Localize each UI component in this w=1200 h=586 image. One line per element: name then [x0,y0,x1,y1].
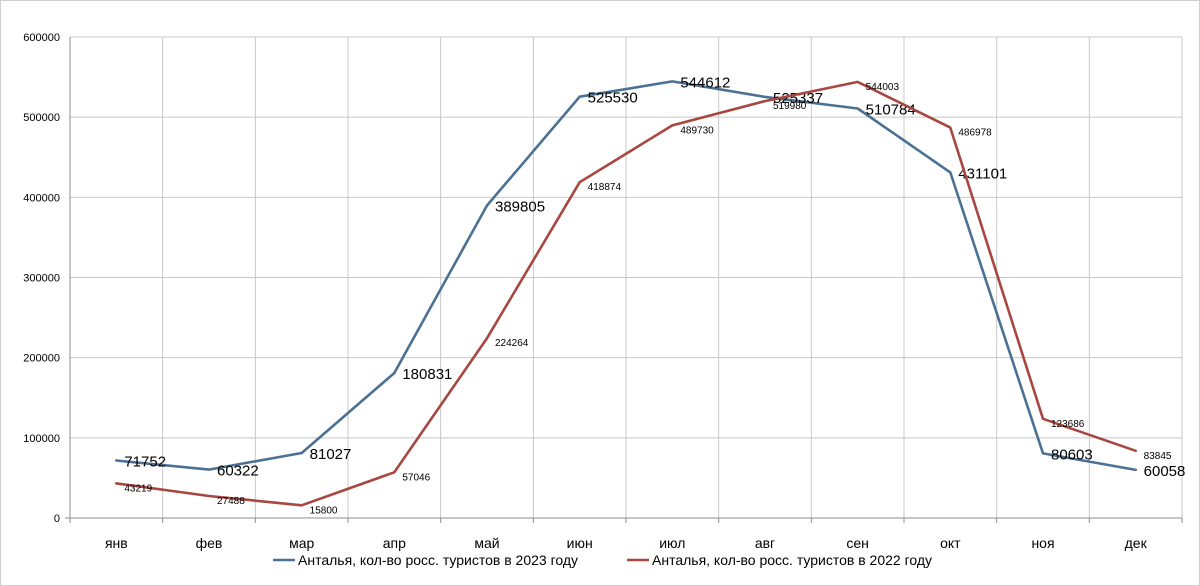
data-label: 544612 [680,74,730,91]
data-label: 389805 [495,199,545,216]
x-tick-label: сен [846,535,869,551]
data-label: 486978 [958,128,992,139]
x-tick-label: май [474,535,499,551]
data-label: 431101 [958,165,1007,182]
data-label: 180831 [402,366,452,383]
data-label: 519980 [773,101,807,112]
data-label: 418874 [588,182,622,193]
x-tick-label: янв [105,535,128,551]
data-label: 489730 [680,125,714,136]
series-line-0 [115,80,1137,472]
x-tick-label: авг [755,535,775,551]
x-tick-label: дек [1125,535,1148,551]
x-tick-label: мар [289,535,314,551]
data-label: 224264 [495,338,529,349]
data-label: 81027 [310,446,352,463]
data-label: 525530 [588,90,638,107]
y-tick-label: 300000 [23,273,60,285]
data-label: 83845 [1144,451,1172,462]
legend-label: Анталья, кол-во росс. туристов в 2023 го… [298,552,578,568]
series-line-1 [115,80,1137,507]
data-label: 15800 [310,505,338,516]
legend-label: Анталья, кол-во росс. туристов в 2022 го… [652,552,932,568]
y-tick-label: 400000 [23,192,60,204]
y-tick-label: 100000 [23,433,60,445]
data-label: 71752 [124,453,166,470]
x-tick-label: июл [659,535,685,551]
x-tick-label: ноя [1031,535,1054,551]
data-label: 80603 [1051,446,1093,463]
y-tick-label: 500000 [23,112,60,124]
y-tick-label: 600000 [23,32,60,44]
x-tick-label: окт [940,535,961,551]
data-label: 60322 [217,463,259,480]
x-tick-label: июн [567,535,593,551]
data-label: 60058 [1144,463,1186,480]
data-label: 510784 [866,102,916,119]
data-label: 544003 [866,82,900,93]
data-label: 525337 [773,90,823,107]
data-label: 43219 [124,483,152,494]
data-label: 123686 [1051,419,1085,430]
x-tick-label: фев [196,535,223,551]
y-tick-label: 0 [54,513,60,525]
x-tick-label: апр [383,535,406,551]
y-tick-label: 200000 [23,353,60,365]
data-label: 27488 [217,496,245,507]
data-label: 57046 [402,472,430,483]
